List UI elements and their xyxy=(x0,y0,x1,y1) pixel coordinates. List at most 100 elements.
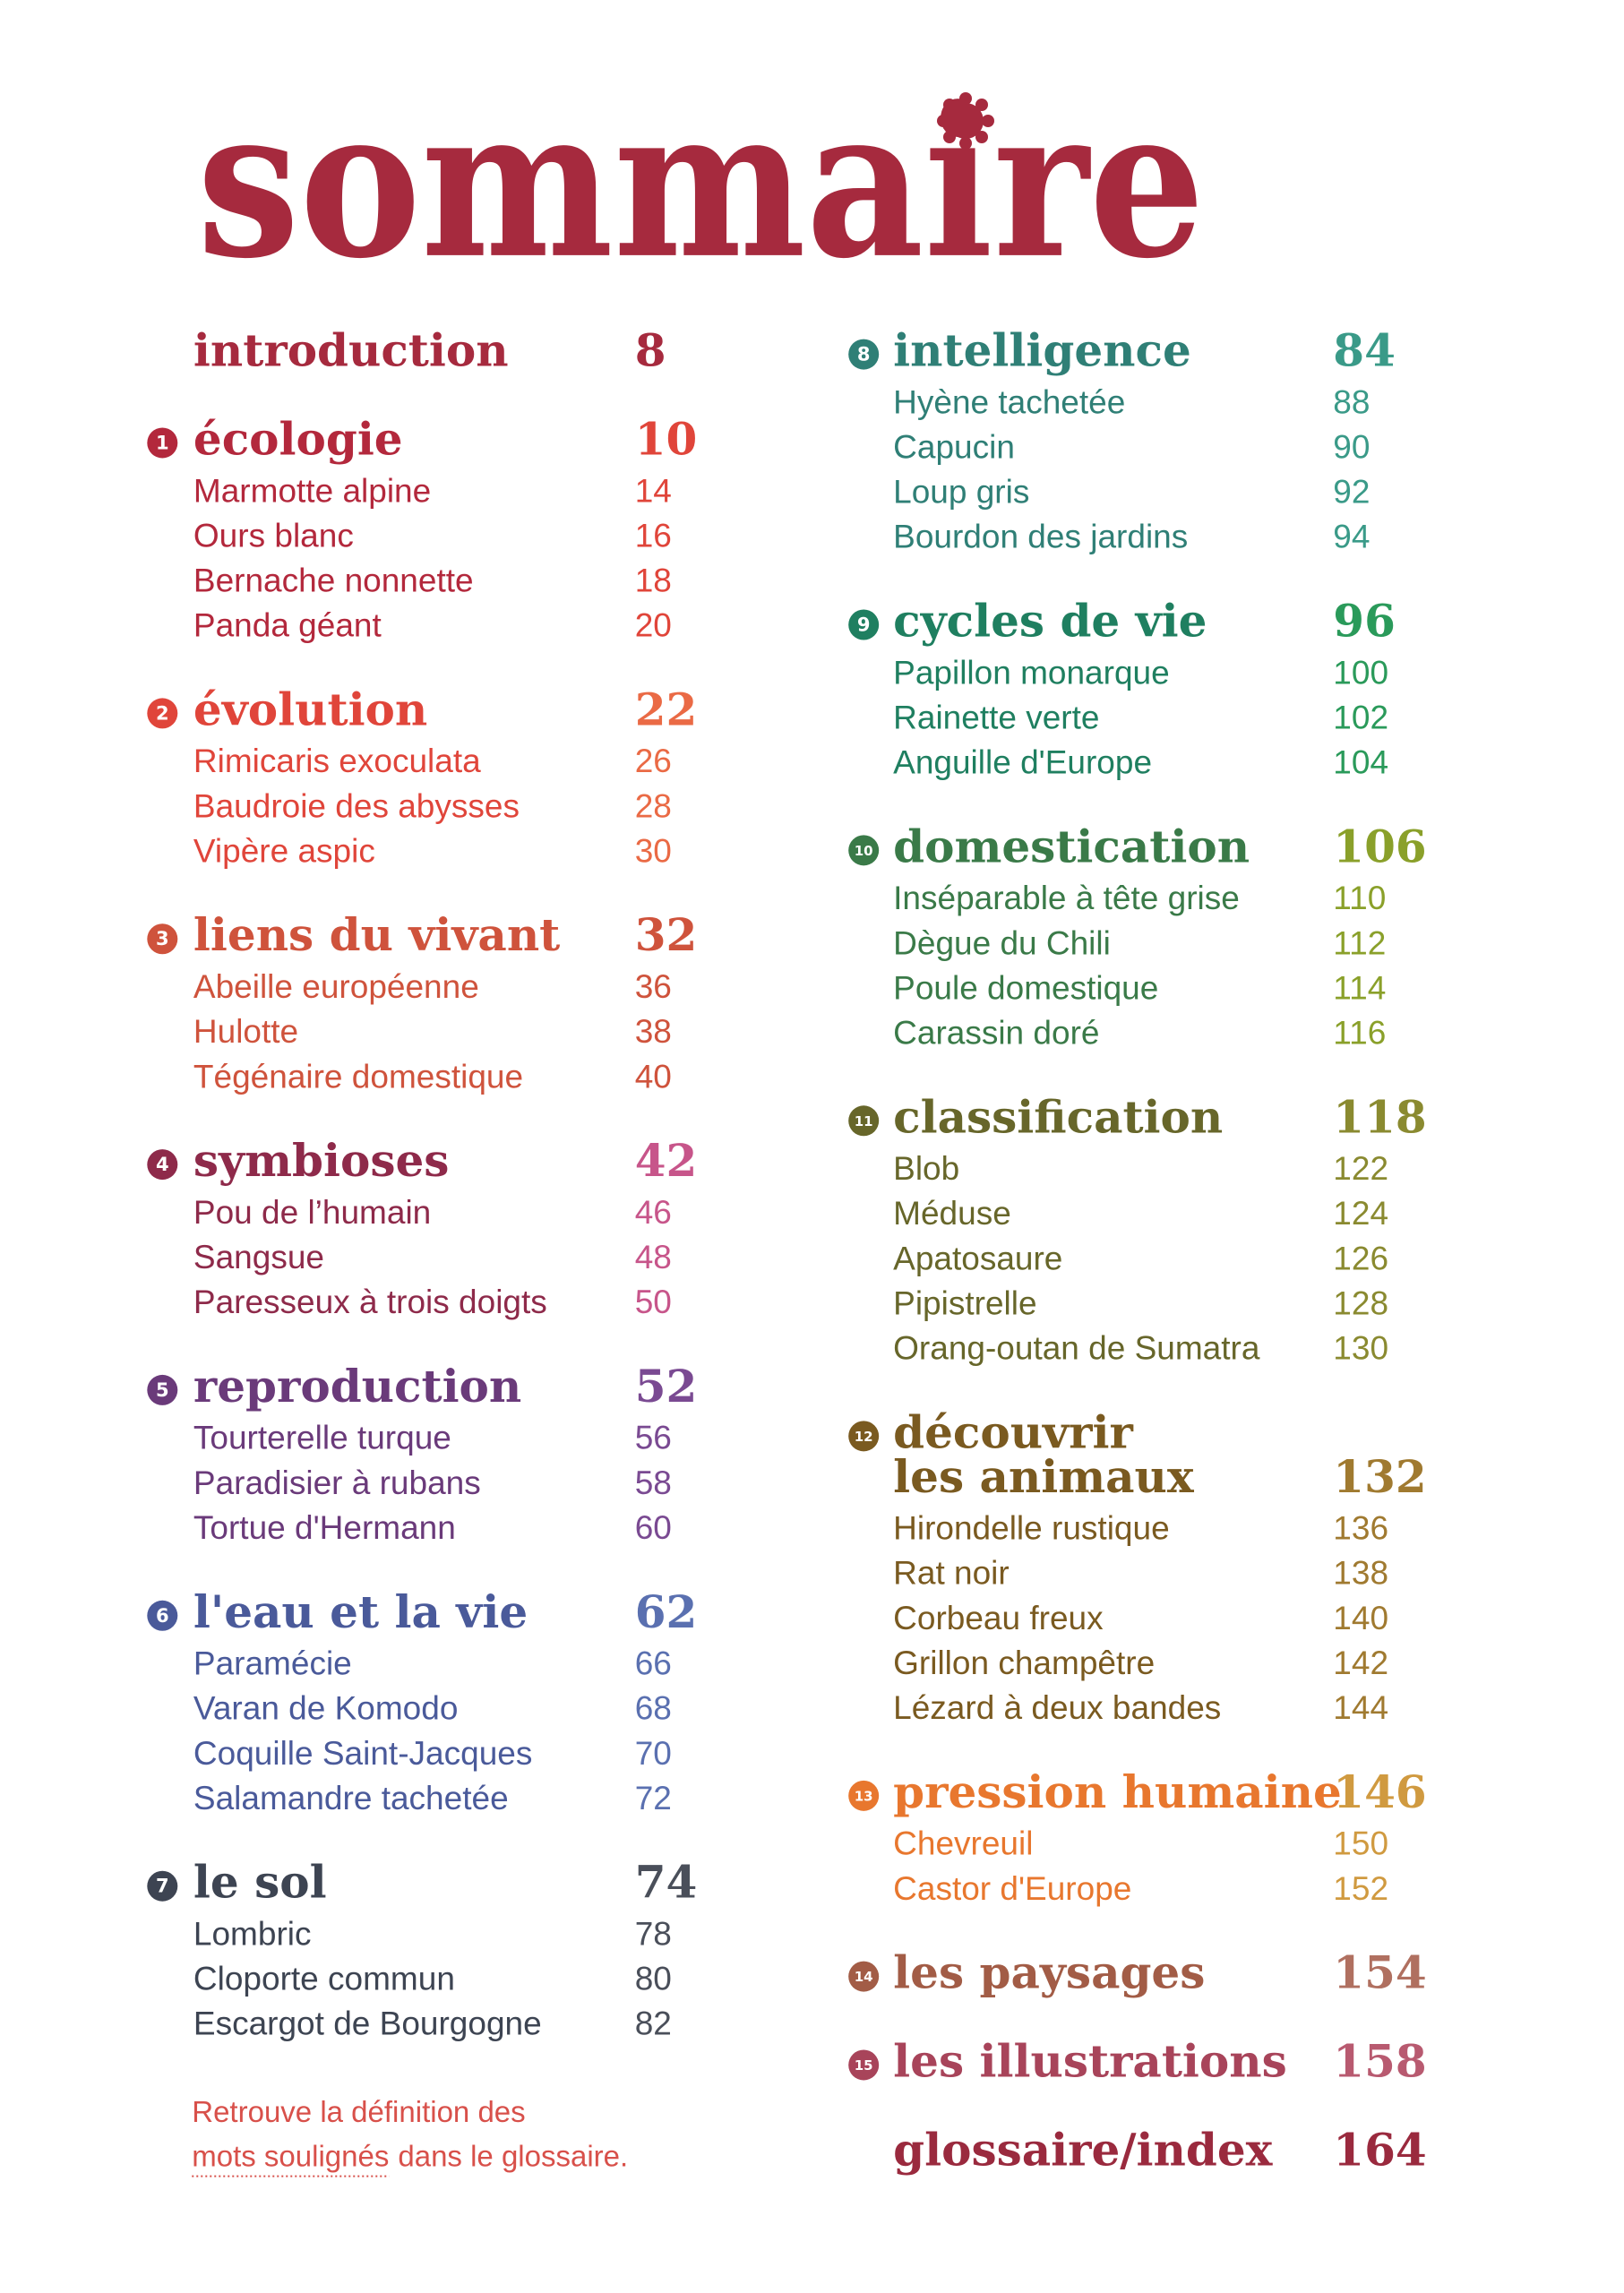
entry-name: Bernache nonnette xyxy=(193,562,474,598)
entry-name: Tortue d'Hermann xyxy=(193,1509,456,1546)
entry-page: 80 xyxy=(635,1961,672,1997)
section-badge xyxy=(848,1105,880,1137)
section-title: introduction xyxy=(193,324,509,377)
section-number: 13 xyxy=(855,1788,873,1804)
section-number: 2 xyxy=(156,702,169,724)
entry-page: 88 xyxy=(1333,383,1370,420)
section-page: 154 xyxy=(1333,1946,1426,1999)
section-number: 15 xyxy=(855,2057,873,2074)
entry-page: 100 xyxy=(1333,654,1388,691)
entry-name: Orang-outan de Sumatra xyxy=(893,1330,1260,1367)
page-title: sommaire xyxy=(197,63,1205,305)
entry-name: Inséparable à tête grise xyxy=(893,880,1240,916)
section-badge xyxy=(848,1961,880,1992)
entry-page: 128 xyxy=(1333,1284,1388,1321)
section-page: 22 xyxy=(635,683,698,735)
entry-page: 72 xyxy=(635,1780,672,1816)
entry-name: Coquille Saint-Jacques xyxy=(193,1735,532,1772)
entry-name: Hulotte xyxy=(193,1013,298,1050)
section-number: 9 xyxy=(857,614,871,636)
entry-name: Pipistrelle xyxy=(893,1284,1036,1321)
section-title: les illustrations xyxy=(893,2034,1287,2087)
entry-name: Sangsue xyxy=(193,1239,324,1275)
note-rest: dans le glossaire. xyxy=(398,2139,628,2172)
section-page: 62 xyxy=(635,1585,698,1638)
entry-name: Rainette verte xyxy=(893,699,1099,735)
section-title: l'eau et la vie xyxy=(193,1585,528,1638)
section-page: 146 xyxy=(1333,1765,1426,1818)
entry-page: 56 xyxy=(635,1420,672,1456)
section-page: 84 xyxy=(1333,324,1396,377)
entry-name: Dègue du Chili xyxy=(893,924,1111,961)
entry-page: 90 xyxy=(1333,428,1370,465)
entry-page: 48 xyxy=(635,1239,672,1275)
section-page: 106 xyxy=(1333,820,1426,872)
section-title: évolution xyxy=(193,683,427,735)
entry-page: 114 xyxy=(1333,969,1386,1006)
entry-page: 70 xyxy=(635,1735,672,1772)
entry-name: Varan de Komodo xyxy=(193,1690,459,1727)
entry-name: Poule domestique xyxy=(893,969,1158,1006)
section-title: les animaux xyxy=(893,1450,1195,1503)
entry-page: 124 xyxy=(1333,1195,1388,1232)
entry-page: 28 xyxy=(635,787,672,824)
entry-name: Ours blanc xyxy=(193,517,354,554)
entry-name: Grillon champêtre xyxy=(893,1645,1155,1681)
section-page: 158 xyxy=(1333,2034,1426,2087)
entry-page: 14 xyxy=(635,472,672,509)
entry-page: 16 xyxy=(635,517,672,554)
entry-name: Papillon monarque xyxy=(893,654,1170,691)
entry-name: Hirondelle rustique xyxy=(893,1510,1170,1547)
entry-page: 130 xyxy=(1333,1330,1388,1367)
section-title: les paysages xyxy=(893,1946,1205,1999)
section-page: 42 xyxy=(635,1134,698,1187)
entry-name: Blob xyxy=(893,1150,959,1187)
entry-name: Apatosaure xyxy=(893,1240,1062,1276)
section-page: 8 xyxy=(635,324,666,377)
entry-name: Carassin doré xyxy=(893,1014,1099,1051)
section-badge xyxy=(848,835,880,866)
entry-name: Escargot de Bourgogne xyxy=(193,2005,542,2042)
entry-name: Panda géant xyxy=(193,607,382,644)
entry-page: 40 xyxy=(635,1058,672,1095)
entry-page: 78 xyxy=(635,1916,672,1953)
section-number: 6 xyxy=(156,1605,169,1627)
entry-name: Loup gris xyxy=(893,474,1029,511)
entry-name: Corbeau freux xyxy=(893,1600,1104,1636)
section-number: 10 xyxy=(855,843,873,859)
section-badge xyxy=(848,2049,880,2081)
entry-page: 36 xyxy=(635,968,672,1005)
section-badge xyxy=(147,427,178,459)
section-number: 4 xyxy=(156,1154,169,1175)
section-badge xyxy=(147,698,178,729)
entry-name: Abeille européenne xyxy=(193,968,479,1005)
section-number: 3 xyxy=(156,928,169,949)
section-page: 118 xyxy=(1333,1090,1426,1143)
entry-page: 46 xyxy=(635,1194,672,1231)
entry-page: 140 xyxy=(1333,1600,1388,1636)
entry-name: Paramécie xyxy=(193,1645,352,1682)
entry-page: 92 xyxy=(1333,474,1370,511)
entry-page: 20 xyxy=(635,607,672,644)
entry-name: Tégénaire domestique xyxy=(193,1058,523,1095)
note-line: mots soulignés dans le glossaire. xyxy=(192,2139,628,2172)
entry-name: Castor d'Europe xyxy=(893,1870,1131,1907)
section-title: le sol xyxy=(193,1856,327,1909)
section-title: découvrir xyxy=(893,1405,1133,1458)
entry-page: 152 xyxy=(1333,1870,1388,1907)
entry-page: 142 xyxy=(1333,1645,1388,1681)
section-title: domestication xyxy=(893,820,1250,872)
section-badge xyxy=(147,1149,178,1181)
section-number: 12 xyxy=(855,1429,873,1445)
entry-name: Bourdon des jardins xyxy=(893,519,1188,555)
entry-name: Marmotte alpine xyxy=(193,472,431,509)
entry-name: Vipère aspic xyxy=(193,832,375,869)
section-badge xyxy=(848,609,880,640)
section-page: 96 xyxy=(1333,595,1396,648)
entry-page: 50 xyxy=(635,1284,672,1320)
section-number: 11 xyxy=(855,1113,873,1129)
section-number: 1 xyxy=(156,432,169,453)
entry-name: Méduse xyxy=(893,1195,1011,1232)
entry-page: 144 xyxy=(1333,1689,1388,1726)
